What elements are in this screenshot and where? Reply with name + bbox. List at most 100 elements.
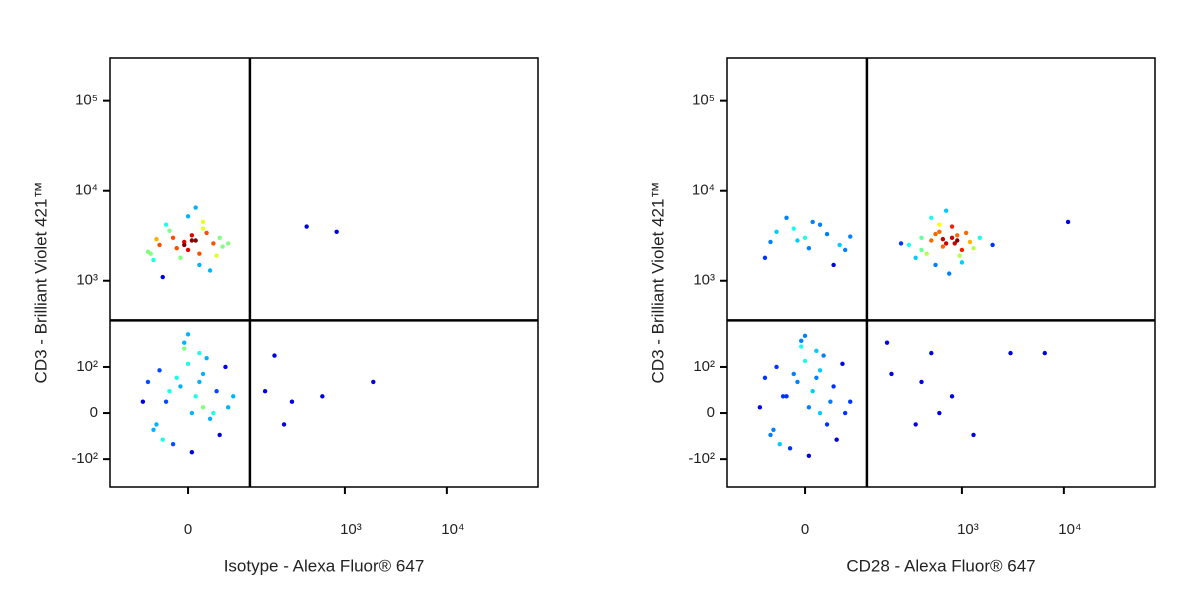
event-dot — [204, 230, 209, 236]
event-dot — [828, 399, 833, 404]
event-dot — [145, 249, 151, 254]
event-dot — [834, 437, 839, 442]
event-dot — [200, 371, 206, 377]
event-dot — [762, 255, 768, 260]
event-dot — [906, 242, 912, 248]
event-dot — [810, 389, 815, 394]
plot-panel: 0 10³ 10⁴ -10² 0 10² 10³ 10⁴ 10⁵ CD28 - Alexa Flu… — [648, 57, 1156, 575]
event-dot — [924, 251, 929, 256]
event-dot — [371, 379, 376, 385]
event-dot — [802, 333, 808, 339]
event-dot — [889, 371, 894, 377]
y-tick-label: 0 — [707, 404, 715, 421]
event-dot — [214, 389, 219, 394]
event-dot — [185, 214, 191, 219]
event-dot — [289, 399, 295, 404]
event-dot — [207, 416, 213, 421]
x-tick-label: 10³ — [340, 521, 362, 538]
event-dot — [810, 219, 815, 225]
event-dot — [163, 399, 169, 404]
y-tick-label: 10³ — [693, 272, 715, 289]
event-dot — [160, 274, 165, 280]
event-dot — [933, 262, 938, 268]
event-dot — [802, 358, 808, 364]
y-axis-label: CD3 - Brilliant Violet 421™ — [648, 182, 667, 384]
event-dot — [200, 226, 206, 231]
event-dot — [795, 238, 800, 243]
event-dot — [178, 255, 183, 260]
event-dot — [913, 255, 918, 260]
event-dot — [170, 441, 176, 447]
event-dot — [771, 427, 776, 432]
event-dot — [913, 422, 918, 427]
event-dot — [167, 228, 172, 233]
event-dot — [174, 245, 179, 251]
event-dot — [140, 399, 146, 404]
event-dot — [784, 215, 789, 221]
event-dot — [824, 422, 830, 427]
event-dot — [831, 262, 836, 268]
event-dot — [971, 432, 976, 438]
x-tick-label: 10⁴ — [1058, 521, 1081, 538]
event-dot — [223, 364, 228, 370]
event-dot — [197, 262, 202, 268]
event-dot — [929, 350, 934, 356]
y-tick-label: 10⁴ — [692, 182, 715, 199]
x-tick-label: 0 — [184, 521, 192, 538]
event-dot — [919, 379, 924, 385]
event-dot — [231, 394, 236, 399]
event-dot — [197, 251, 202, 256]
event-dot — [182, 239, 187, 245]
event-dot — [814, 375, 819, 380]
event-dot — [787, 446, 793, 451]
event-dot — [304, 224, 309, 229]
event-dot — [154, 236, 159, 242]
event-dot — [1008, 350, 1013, 356]
event-dot — [817, 410, 823, 416]
event-dot — [831, 384, 836, 389]
event-dot — [817, 368, 823, 373]
event-dot — [185, 361, 191, 367]
plot-frame — [726, 57, 1156, 488]
event-dot — [791, 371, 796, 377]
event-dot — [207, 268, 213, 273]
event-dot — [799, 338, 804, 344]
event-dot — [211, 241, 216, 246]
event-dot — [211, 410, 216, 416]
plot-panel: 0 10³ 10⁴ -10² 0 10² 10³ 10⁴ 10⁵ Isotype - Alexa … — [31, 57, 539, 575]
event-dot — [780, 394, 786, 399]
x-tick-label: 10³ — [957, 521, 979, 538]
event-dot — [768, 239, 773, 245]
event-dot — [824, 231, 830, 237]
event-dot — [154, 422, 159, 427]
x-axis-label: Isotype - Alexa Fluor® 647 — [224, 556, 425, 575]
event-dot — [197, 379, 202, 385]
event-dot — [971, 245, 976, 251]
event-dot — [990, 242, 995, 248]
event-dot — [848, 399, 853, 404]
plot-frame — [109, 57, 539, 488]
event-dot — [320, 394, 325, 399]
event-dot — [189, 450, 195, 455]
y-tick-label: 0 — [90, 404, 98, 421]
event-dot — [933, 231, 938, 237]
y-tick-label: 10⁵ — [692, 92, 715, 109]
event-dot — [220, 244, 225, 249]
event-dot — [959, 260, 965, 265]
event-dot — [802, 235, 808, 241]
event-dot — [898, 241, 904, 246]
event-dot — [963, 230, 969, 236]
event-dot — [217, 432, 222, 438]
y-tick-label: -10² — [71, 450, 98, 467]
x-tick-label: 10⁴ — [441, 521, 464, 538]
event-dot — [848, 234, 853, 239]
event-dot — [946, 271, 952, 276]
event-dot — [193, 205, 198, 210]
y-tick-label: -10² — [688, 450, 715, 467]
event-dot — [193, 238, 198, 243]
event-dot — [145, 379, 151, 385]
y-tick-label: 10² — [76, 358, 98, 375]
event-dot — [151, 427, 156, 432]
event-dot — [837, 242, 842, 248]
